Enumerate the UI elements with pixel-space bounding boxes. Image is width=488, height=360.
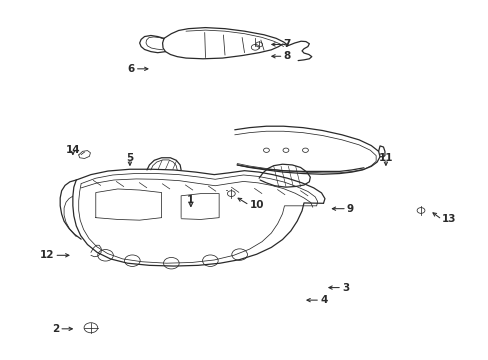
Text: 3: 3 <box>341 283 348 293</box>
Text: 1: 1 <box>187 195 194 205</box>
Text: 13: 13 <box>441 215 456 224</box>
Text: 5: 5 <box>126 153 133 163</box>
Text: 4: 4 <box>320 295 327 305</box>
Text: 6: 6 <box>127 64 135 74</box>
Text: 11: 11 <box>378 153 392 163</box>
Text: 9: 9 <box>346 204 353 214</box>
Text: 8: 8 <box>283 51 290 61</box>
Text: 10: 10 <box>249 200 264 210</box>
Text: 14: 14 <box>65 144 80 154</box>
Text: 12: 12 <box>40 250 54 260</box>
Text: 7: 7 <box>283 40 290 49</box>
Text: 2: 2 <box>52 324 59 334</box>
